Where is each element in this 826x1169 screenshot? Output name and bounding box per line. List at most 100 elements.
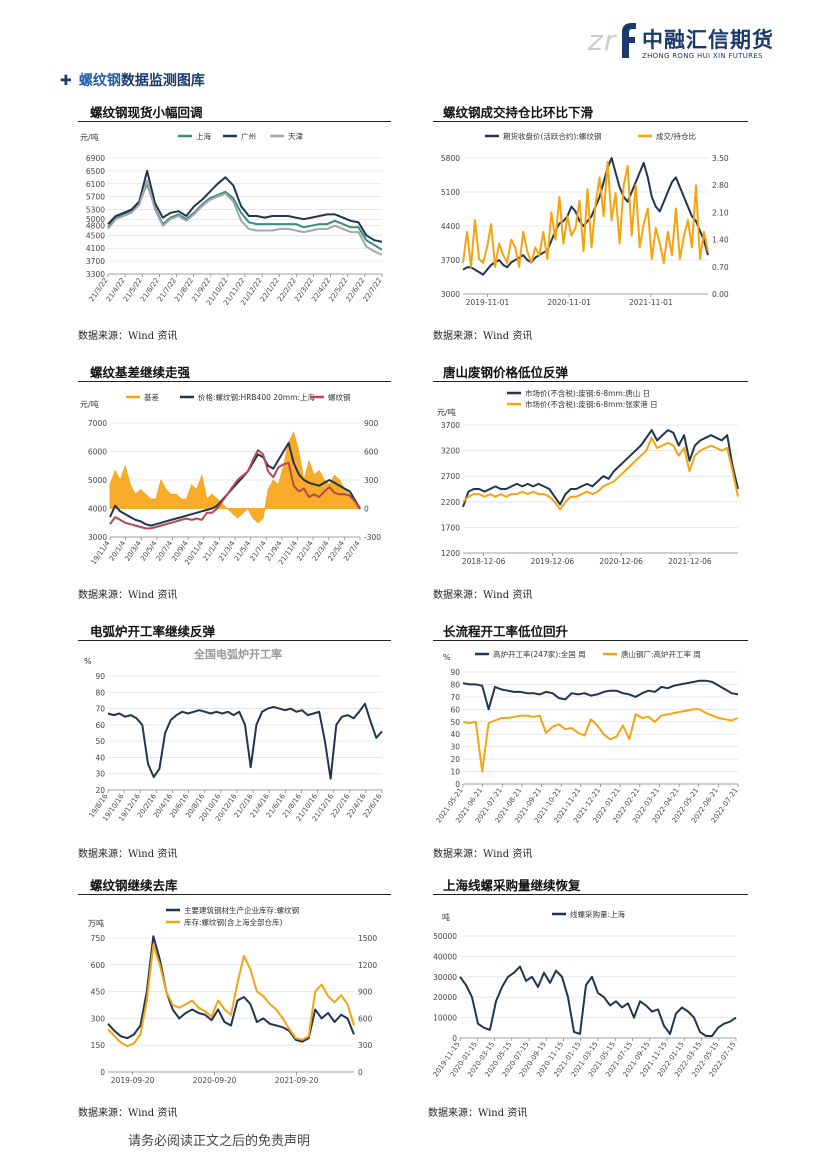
panel-title-2: 螺纹钢成交持仓比环比下滑	[443, 105, 594, 120]
chart-8-purchase: 0 10000 20000 30000 40000 50000 2019-11-15 2020…	[428, 898, 746, 1092]
y-tick-label-4: 40000	[433, 952, 457, 961]
panel-title-1: 螺纹钢现货小幅回调	[90, 105, 203, 120]
source-note-2: 数据来源：Wind 资讯	[433, 331, 533, 342]
legend-label-1: 成交/持仓比	[656, 131, 697, 141]
chart-6-svg: 01020304050607080902021-05-212021-06-212…	[435, 649, 740, 824]
y-tick-label-0: 1200	[441, 549, 460, 558]
y2-tick-label-1: 0	[364, 505, 369, 514]
y-tick-label-2: 2200	[441, 498, 460, 507]
y-tick-label-6: 80	[95, 688, 105, 697]
series-line-0	[459, 965, 737, 1037]
series-line-2	[109, 449, 361, 530]
x-tick-label-1: 2020-09-20	[193, 1076, 237, 1085]
chart-2-svg: 3000 3700 4400 5100 5800 0.00 0.70 1.40 2.10 2.80…	[441, 131, 729, 307]
x-tick-label-0: 2018-12-06	[462, 557, 506, 566]
y-tick-label-2: 40	[95, 753, 105, 762]
source-note-1: 数据来源：Wind 资讯	[78, 331, 178, 342]
y2-tick-label-0: -300	[364, 533, 381, 542]
y-tick-label-1: 30	[95, 770, 105, 779]
y-axis-label: 万吨	[88, 918, 104, 928]
bullet-icon: ✚	[60, 73, 72, 89]
y2-tick-label-0: 0	[358, 1068, 363, 1077]
panel-rule-6	[433, 640, 748, 641]
y2-tick-label-3: 600	[364, 448, 379, 457]
chart-4-scrap: 1200 1700 2200 2700 3200 3700 2018-12-06 2019-1…	[433, 385, 748, 579]
series-area-0	[109, 431, 361, 524]
y2-tick-label-5: 3.50	[712, 154, 729, 163]
series-line-1	[462, 160, 709, 268]
y-tick-label-2: 4100	[86, 244, 105, 253]
legend-label-1: 价格:螺纹钢:HRB400 20mm:上海	[198, 392, 315, 402]
series-line-1	[462, 436, 739, 511]
y-tick-label-9: 90	[450, 668, 460, 677]
y-axis-label: %	[443, 653, 451, 662]
logo-mark-icon: z r	[588, 23, 636, 58]
x-tick-label-2: 2021-11-01	[629, 298, 673, 307]
y-tick-label-1: 4000	[88, 505, 107, 514]
y-tick-label-1: 3700	[86, 257, 105, 266]
y-tick-label-1: 1700	[441, 523, 460, 532]
y-axis-label: %	[84, 657, 92, 666]
y-tick-label-2: 20000	[433, 993, 457, 1002]
legend-label-0: 线螺采购量:上海	[570, 909, 626, 919]
panel-title-8: 上海线螺采购量继续恢复	[443, 878, 581, 893]
y-tick-label-8: 6100	[86, 180, 105, 189]
y-tick-label-2: 20	[450, 755, 460, 764]
series-line-2	[107, 179, 383, 256]
panel-title-3: 螺纹基差继续走强	[90, 365, 191, 380]
x-tick-label-1: 2019-12-06	[531, 557, 575, 566]
y2-tick-label-2: 600	[358, 1014, 373, 1023]
y-axis-label: 元/吨	[80, 132, 99, 142]
y2-tick-label-4: 1200	[358, 961, 377, 970]
legend-label-0: 主要建筑钢材生产企业库存:螺纹钢	[184, 905, 299, 915]
y2-tick-label-3: 900	[358, 988, 373, 997]
legend-label-1: 库存:螺纹钢(含上海全部仓库)	[184, 917, 282, 927]
y-tick-label-1: 3700	[441, 256, 460, 265]
y-tick-label-6: 5300	[86, 206, 105, 215]
source-note-4: 数据来源：Wind 资讯	[433, 590, 533, 601]
panel-title-5: 电弧炉开工率继续反弹	[90, 624, 216, 639]
y-tick-label-3: 4500	[86, 231, 105, 240]
chart-3-basis: 3000 4000 5000 6000 7000 -300 0 300 600 900 19/11/…	[78, 385, 390, 579]
y-tick-label-0: 20	[95, 786, 105, 795]
y-tick-label-1: 10	[450, 768, 460, 777]
y-tick-label-3: 2700	[441, 472, 460, 481]
company-logo: z r 中融汇信期货 ZHONG RONG HUI XIN FUTURES	[588, 20, 788, 65]
y-tick-label-7: 70	[450, 693, 460, 702]
y-tick-label-4: 4800	[86, 222, 105, 231]
series-line-1	[107, 169, 383, 243]
legend-label-0: 基差	[144, 392, 159, 402]
y2-tick-label-2: 300	[364, 476, 379, 485]
y-tick-label-0: 0	[452, 1034, 457, 1043]
panel-rule-2	[433, 121, 748, 122]
y2-tick-label-1: 300	[358, 1041, 373, 1050]
chart-5-eaf: 20 30 40 50 60 70 80 90 19/8/16 19/10/16 19/12/16 2…	[78, 644, 390, 838]
panel-title-6: 长流程开工率低位回升	[443, 624, 569, 639]
y-tick-label-0: 0	[100, 1068, 105, 1077]
y-axis-label: 元/吨	[437, 407, 456, 417]
panel-rule-3	[78, 381, 391, 382]
y-tick-label-3: 6000	[88, 448, 107, 457]
y-tick-label-3: 30000	[433, 973, 457, 982]
y2-tick-label-1: 0.70	[712, 263, 729, 272]
y-tick-label-3: 30	[450, 743, 460, 752]
legend-label-0: 高炉开工率(247家):全国 周	[493, 649, 586, 659]
y2-tick-label-4: 2.80	[712, 181, 729, 190]
chart-title: 全国电弧炉开工率	[193, 647, 282, 661]
svg-text:z: z	[588, 24, 604, 57]
y-tick-label-8: 80	[450, 680, 460, 689]
y-tick-label-7: 5700	[86, 193, 105, 202]
chart-7-inventory: 0 150 300 450 600 750 0 300 600 900 1200 1500 2019-0…	[78, 898, 390, 1092]
logo-en-text: ZHONG RONG HUI XIN FUTURES	[642, 52, 763, 60]
y-tick-label-3: 50	[95, 737, 105, 746]
y2-tick-label-5: 1500	[358, 934, 377, 943]
y-tick-label-5: 50000	[433, 932, 457, 941]
x-tick-label-2: 2021-09-20	[275, 1076, 319, 1085]
x-tick-label-1: 2020-11-01	[547, 298, 591, 307]
x-tick-label-0: 2019-09-20	[111, 1076, 155, 1085]
logo-cn-text: 中融汇信期货	[642, 28, 774, 52]
legend-label-2: 螺纹钢	[328, 392, 351, 402]
y-axis-label: 吨	[442, 912, 450, 922]
y-tick-label-0: 3000	[88, 533, 107, 542]
y-axis-label: 元/吨	[80, 399, 99, 409]
